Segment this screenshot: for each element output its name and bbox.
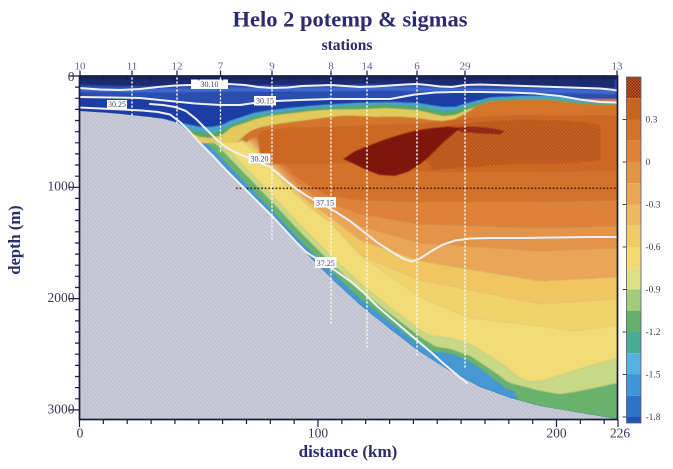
svg-text:-0.3: -0.3: [646, 201, 661, 211]
svg-text:3000: 3000: [48, 402, 75, 417]
svg-text:0: 0: [68, 69, 75, 84]
svg-text:10: 10: [75, 61, 87, 73]
svg-text:100: 100: [308, 426, 329, 441]
svg-text:9: 9: [269, 61, 275, 73]
svg-text:30.15: 30.15: [256, 97, 274, 106]
svg-text:29: 29: [460, 61, 472, 73]
svg-text:-1.8: -1.8: [646, 413, 661, 423]
svg-text:30.10: 30.10: [201, 80, 219, 89]
svg-text:30.25: 30.25: [108, 100, 126, 109]
svg-text:7: 7: [218, 61, 224, 73]
svg-text:30.20: 30.20: [251, 155, 269, 164]
svg-text:0: 0: [646, 158, 651, 168]
svg-text:11: 11: [127, 61, 138, 73]
svg-text:37.15: 37.15: [316, 199, 334, 208]
svg-text:8: 8: [328, 61, 334, 73]
svg-text:-1.5: -1.5: [646, 371, 661, 381]
svg-text:Helo 2 potemp & sigmas: Helo 2 potemp & sigmas: [233, 7, 468, 32]
svg-text:-1.2: -1.2: [646, 328, 661, 338]
svg-text:0.3: 0.3: [646, 116, 658, 126]
svg-text:0: 0: [77, 426, 84, 441]
svg-text:2000: 2000: [48, 290, 75, 305]
svg-text:37.25: 37.25: [317, 259, 335, 268]
svg-text:12: 12: [172, 61, 183, 73]
svg-text:226: 226: [610, 426, 631, 441]
svg-text:13: 13: [612, 61, 624, 73]
svg-text:-0.9: -0.9: [646, 286, 661, 296]
svg-text:200: 200: [546, 426, 567, 441]
svg-text:-0.6: -0.6: [646, 243, 661, 253]
svg-text:depth (m): depth (m): [5, 205, 24, 274]
svg-text:1000: 1000: [48, 179, 75, 194]
svg-text:distance (km): distance (km): [299, 442, 398, 461]
svg-text:stations: stations: [322, 37, 373, 54]
svg-text:14: 14: [362, 61, 374, 73]
svg-text:6: 6: [414, 61, 420, 73]
